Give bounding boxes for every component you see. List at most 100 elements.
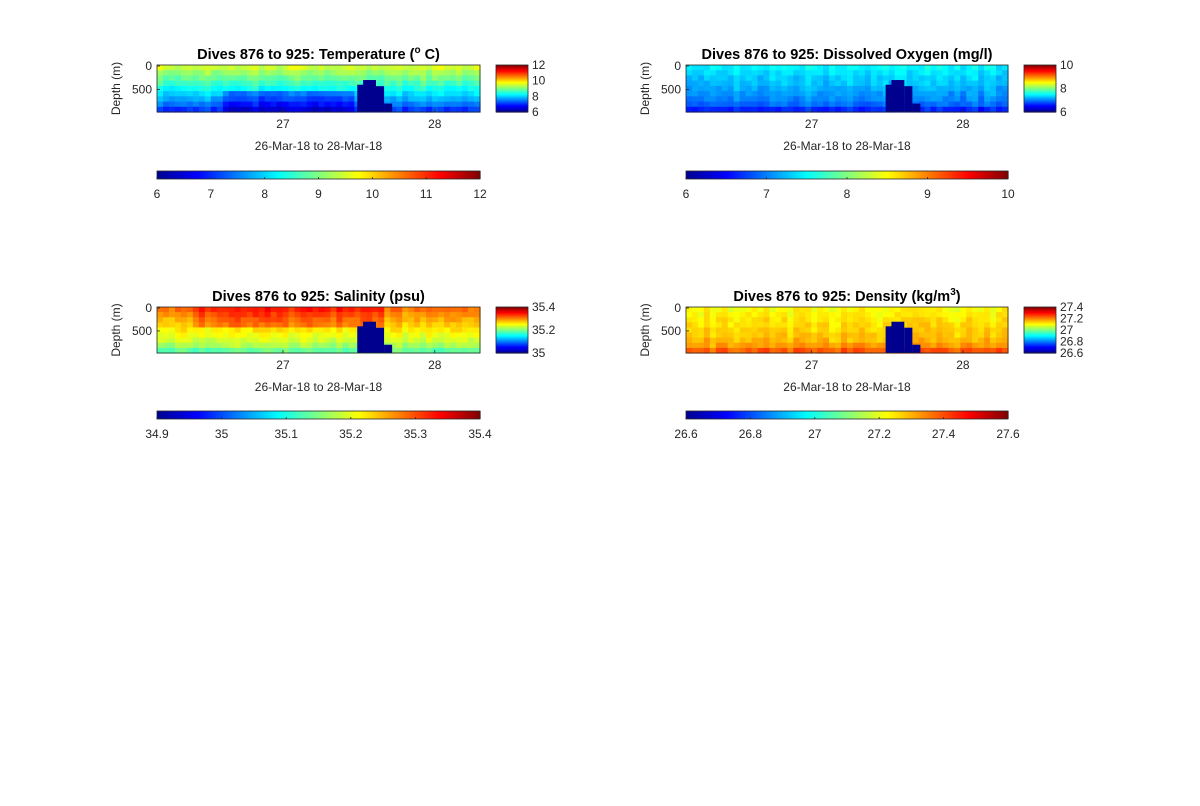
heatmap-cell <box>468 106 475 113</box>
colorbar-segment <box>702 171 706 179</box>
heatmap-cell <box>336 347 344 354</box>
heatmap-cell <box>402 342 409 349</box>
heatmap-cell <box>823 322 830 329</box>
colorbar-segment <box>1024 337 1056 340</box>
heatmap-cell <box>918 75 926 82</box>
heatmap-cell <box>757 96 765 103</box>
colorbar-segment <box>1024 93 1056 95</box>
heatmap-cell <box>984 91 991 97</box>
heatmap-cell <box>852 332 860 339</box>
colorbar-segment <box>496 313 528 316</box>
colorbar-segment <box>1024 335 1056 337</box>
colorbar-segment <box>731 411 735 419</box>
heatmap-cell <box>468 91 475 97</box>
heatmap-cell <box>390 312 397 318</box>
colorbar-segment <box>849 171 853 179</box>
heatmap-cell <box>360 307 367 313</box>
heatmap-cell <box>691 70 699 77</box>
heatmap-cell <box>882 322 890 329</box>
heatmap-cell <box>745 322 753 329</box>
heatmap-cell <box>799 347 806 354</box>
heatmap-cell <box>186 307 194 313</box>
heatmap-cell <box>258 322 266 329</box>
heatmap-cell <box>876 317 884 323</box>
colorbar-segment <box>496 68 528 71</box>
heatmap-cell <box>847 75 854 82</box>
heatmap-cell <box>414 65 421 71</box>
heatmap-cell <box>222 307 230 313</box>
colorbar-segment <box>202 171 207 179</box>
colorbar-segment <box>461 171 465 179</box>
heatmap-cell <box>876 85 884 92</box>
heatmap-cell <box>984 85 991 92</box>
heatmap-cell <box>966 332 973 339</box>
colorbar-segment <box>496 81 528 83</box>
heatmap-cell <box>168 80 176 87</box>
colorbar-segment <box>750 171 754 179</box>
heatmap-cell <box>829 322 836 329</box>
heatmap-cell <box>234 96 242 103</box>
heatmap-cell <box>300 75 308 82</box>
heatmap-cell <box>745 101 753 108</box>
heatmap-cell <box>474 322 481 329</box>
colorbar-segment <box>259 411 263 419</box>
heatmap-cell <box>414 70 421 77</box>
heatmap-cell <box>282 65 290 71</box>
colorbar-segment <box>895 411 899 419</box>
heatmap-cell <box>474 342 481 349</box>
heatmap-cell <box>384 85 391 92</box>
heatmap-cell <box>751 80 759 87</box>
heatmap-cell <box>733 80 741 87</box>
colorbar-segment <box>887 171 891 179</box>
colorbar-segment <box>1024 80 1056 83</box>
heatmap-cell <box>799 342 806 349</box>
heatmap-cell <box>703 96 711 103</box>
heatmap-cell <box>408 65 415 71</box>
heatmap-cell <box>870 312 878 318</box>
colorbar-tick-label: 35.3 <box>404 427 428 441</box>
colorbar-segment <box>496 314 528 317</box>
no-data-block <box>375 327 385 353</box>
heatmap-cell <box>408 317 415 323</box>
heatmap-cell <box>276 327 284 334</box>
heatmap-cell <box>264 307 272 313</box>
heatmap-cell <box>912 91 920 97</box>
heatmap-cell <box>739 337 747 344</box>
colorbar-segment <box>747 411 751 419</box>
colorbar-segment <box>718 411 722 419</box>
heatmap-cell <box>936 85 943 92</box>
heatmap-cell <box>168 307 176 313</box>
heatmap-cell <box>751 65 759 71</box>
colorbar-segment <box>353 171 357 179</box>
heatmap-cell <box>192 75 200 82</box>
heatmap-cell <box>246 101 254 108</box>
heatmap-cell <box>264 347 272 354</box>
heatmap-cell <box>264 327 272 334</box>
heatmap-cell <box>198 65 206 71</box>
heatmap-cell <box>270 106 278 113</box>
colorbar-segment <box>911 411 915 419</box>
heatmap-cell <box>390 96 397 103</box>
colorbar-segment <box>1024 88 1056 90</box>
heatmap-cell <box>342 347 350 354</box>
heatmap-cell <box>174 96 182 103</box>
heatmap-cell <box>733 342 741 349</box>
heatmap-cell <box>216 337 224 344</box>
heatmap-cell <box>727 337 735 344</box>
heatmap-cell <box>769 101 777 108</box>
heatmap-cell <box>276 85 284 92</box>
colorbar-segment <box>496 107 528 109</box>
heatmap-cell <box>174 101 182 108</box>
heatmap-cell <box>288 91 296 97</box>
heatmap-cell <box>966 312 973 318</box>
heatmap-cell <box>456 347 463 354</box>
heatmap-cell <box>721 106 729 113</box>
heatmap-cell <box>691 101 699 108</box>
heatmap-cell <box>336 91 344 97</box>
heatmap-cell <box>198 332 206 339</box>
heatmap-cell <box>270 85 278 92</box>
heatmap-cell <box>324 96 332 103</box>
heatmap-cell <box>300 317 308 323</box>
heatmap-cell <box>697 101 705 108</box>
colorbar-segment <box>1024 328 1056 330</box>
